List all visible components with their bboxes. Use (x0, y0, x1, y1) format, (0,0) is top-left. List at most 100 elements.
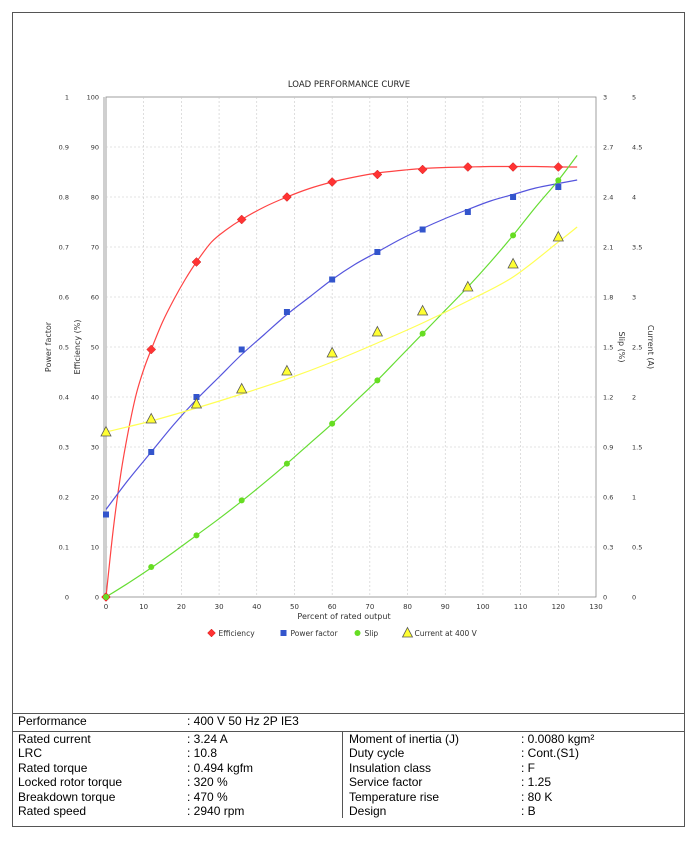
series-line-current-at-400-v (105, 226, 578, 433)
power-factor-point (283, 309, 290, 315)
x-tick-label: 50 (290, 603, 299, 611)
current-at-400-v-point (507, 257, 519, 269)
spec-label: Temperature rise (342, 789, 515, 805)
datasheet-frame: 0 10 20 30 40 50 60 70 80 90 100 110 120 130 0 0.1 0.2 0.… (12, 12, 685, 827)
x-tick-label: 100 (476, 603, 489, 611)
slip-tick-label: 0.9 (603, 444, 613, 452)
curve-layer (105, 154, 578, 598)
slip-axis-label: Slip (%) (617, 332, 626, 363)
spec-label: Locked rotor torque (18, 775, 123, 790)
slip-tick-label: 0.3 (603, 544, 613, 552)
slip-tick-label: 2.1 (603, 244, 613, 252)
efficiency-point (553, 162, 564, 172)
slip-tick-label: 1.5 (603, 344, 613, 352)
power-factor-point (148, 449, 155, 455)
slip-tick-label: 2.4 (603, 194, 613, 202)
spec-row: Rated torque : 0.494 kgfm Insulation cla… (12, 760, 685, 776)
current-tick-label: 3.5 (632, 244, 642, 252)
spec-label: Service factor (342, 775, 515, 790)
current-at-400-v-point (371, 325, 384, 337)
current-at-400-v-point (236, 382, 248, 394)
spec-row: Rated current : 3.24 A Moment of inertia… (12, 732, 685, 747)
slip-tick-label: 0.6 (603, 494, 613, 502)
slip-point (419, 330, 426, 337)
x-tick-label: 40 (252, 603, 261, 611)
slip-point (329, 420, 336, 427)
spec-value: : 0.0080 kgm² (521, 732, 595, 746)
spec-value: : 320 % (187, 775, 228, 790)
marker-layer (100, 162, 564, 602)
current-at-400-v-point (190, 397, 203, 409)
slip-point (193, 532, 200, 539)
efficiency-tick-label: 100 (87, 94, 99, 102)
spec-label: Rated speed (18, 804, 87, 819)
current-tick-label: 0 (632, 594, 636, 602)
power-factor-point (193, 394, 200, 400)
spec-label: Design (342, 804, 515, 819)
efficiency-tick-label: 80 (91, 194, 99, 202)
power-factor-tick-label: 0 (65, 594, 69, 602)
power-factor-tick-label: 0.7 (59, 244, 69, 252)
slip-point (555, 177, 562, 184)
slip-tick-label: 1.8 (603, 294, 613, 302)
spec-label: LRC (18, 746, 43, 761)
x-tick-label: 90 (441, 603, 450, 611)
spec-value: : 80 K (521, 789, 553, 804)
spec-row: LRC : 10.8 Duty cycle : Cont.(S1) (12, 746, 685, 761)
spec-label: Breakdown torque (18, 789, 116, 804)
efficiency-tick-label: 50 (91, 344, 99, 352)
efficiency-tick-label: 30 (91, 444, 99, 452)
slip-tick-label: 3 (603, 94, 607, 102)
spec-value: : 10.8 (187, 746, 218, 761)
current-tick-label: 5 (632, 94, 636, 102)
slip-tick-label: 1.2 (603, 394, 613, 402)
efficiency-tick-label: 60 (91, 294, 99, 302)
efficiency-point (282, 192, 292, 202)
x-tick-label: 30 (215, 603, 224, 611)
slip-point (148, 564, 155, 570)
current-tick-label: 4 (632, 194, 636, 202)
power-factor-point (555, 184, 562, 190)
spec-value: : B (521, 804, 536, 819)
spec-value: : F (521, 760, 535, 775)
current-tick-label: 0.5 (632, 544, 642, 552)
legend-label: Efficiency (219, 629, 256, 638)
slip-tick-label: 0 (603, 594, 607, 602)
efficiency-tick-label: 10 (91, 544, 99, 552)
legend-label: Power factor (291, 629, 339, 638)
grid-layer (105, 96, 597, 598)
performance-label: Performance (18, 714, 87, 728)
legend-layer: Efficiency Power factor Slip Current at 400… (207, 626, 478, 638)
x-tick-label: 130 (589, 603, 602, 611)
power-factor-tick-label: 0.4 (59, 394, 69, 402)
efficiency-tick-label: 70 (91, 244, 99, 252)
current-tick-label: 1.5 (632, 444, 642, 452)
x-axis-label: Percent of rated output (297, 612, 390, 621)
efficiency-point (327, 177, 338, 187)
current-at-400-v-point (462, 280, 474, 292)
power-factor-tick-label: 0.2 (59, 494, 69, 502)
x-tick-label: 120 (552, 603, 565, 611)
spec-label: Insulation class (342, 760, 515, 776)
current-tick-label: 1 (632, 494, 636, 502)
specifications-table: Rated current : 3.24 A Moment of inertia… (12, 732, 685, 819)
spec-value: : 2940 rpm (187, 804, 245, 819)
efficiency-tick-label: 20 (91, 494, 99, 502)
series-line-slip (105, 154, 578, 598)
slip-point (374, 377, 381, 384)
current-tick-label: 2.5 (632, 344, 642, 352)
power-factor-tick-label: 0.3 (59, 444, 69, 452)
x-tick-label: 20 (177, 603, 186, 611)
chart-title: LOAD PERFORMANCE CURVE (288, 80, 410, 90)
efficiency-point (508, 162, 518, 172)
spec-value: : 470 % (187, 789, 228, 804)
legend-marker-circle (354, 630, 361, 636)
legend-marker-triangle (401, 626, 414, 638)
x-tick-label: 110 (514, 603, 527, 611)
spec-label: Moment of inertia (J) (342, 732, 515, 747)
power-factor-point (238, 346, 245, 353)
efficiency-point (236, 214, 247, 225)
series-line-efficiency (105, 165, 578, 598)
power-factor-point (419, 226, 426, 233)
axes-layer: 0 10 20 30 40 50 60 70 80 90 100 110 120 13000.10.20.… (59, 94, 643, 612)
